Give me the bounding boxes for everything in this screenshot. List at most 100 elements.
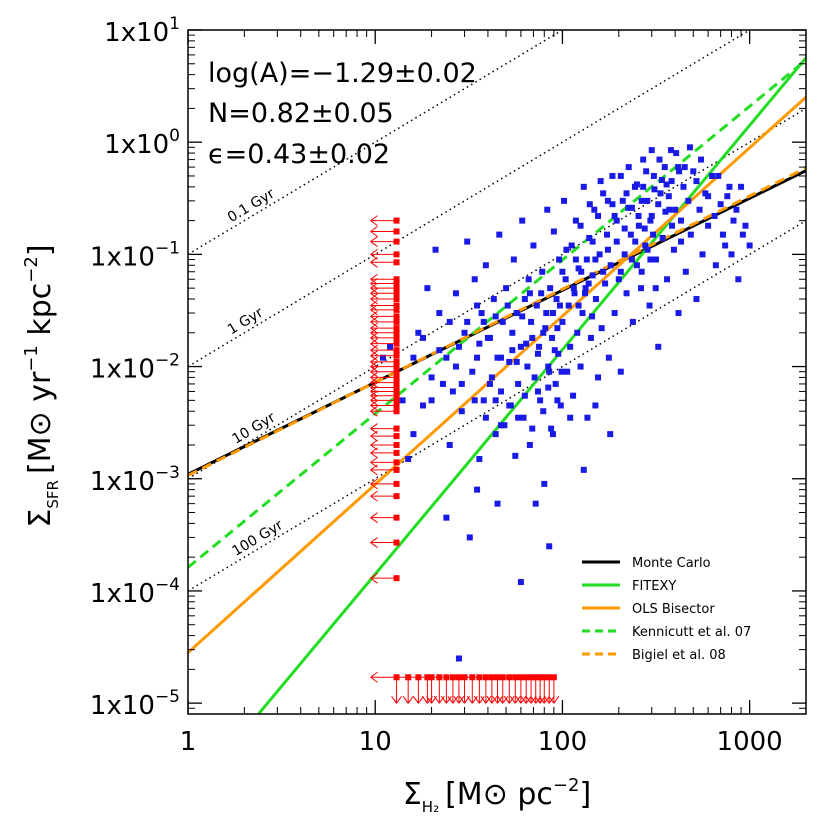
y-tick-label: 1x10−4 xyxy=(90,575,180,609)
down-arrow-limit xyxy=(548,677,560,704)
down-arrow-limit xyxy=(515,677,527,704)
data-point xyxy=(633,181,640,188)
data-point xyxy=(675,164,682,171)
data-point xyxy=(544,206,551,213)
data-point xyxy=(615,276,622,283)
data-point xyxy=(656,156,663,163)
left-arrow-limit xyxy=(370,278,397,289)
data-point xyxy=(540,329,547,336)
fit-lines xyxy=(188,56,806,714)
fit-line xyxy=(188,58,806,569)
left-arrow-limit xyxy=(370,273,397,285)
data-point xyxy=(600,268,607,275)
left-arrow-limit xyxy=(370,332,397,344)
data-point xyxy=(415,329,422,336)
data-point xyxy=(625,164,632,171)
y-tick-label: 1x10−5 xyxy=(90,687,180,721)
data-point xyxy=(673,150,680,157)
data-point xyxy=(452,363,459,370)
down-arrow-limit xyxy=(530,677,542,704)
data-point xyxy=(705,193,712,200)
down-arrow-limit xyxy=(421,677,433,704)
left-arrow-limit xyxy=(370,405,397,417)
data-point xyxy=(735,276,742,283)
data-point xyxy=(619,197,626,204)
data-point xyxy=(520,414,527,421)
data-point xyxy=(635,212,642,219)
down-arrow-limit xyxy=(426,677,437,704)
data-point xyxy=(521,296,528,303)
data-point xyxy=(424,285,431,292)
left-arrow-limit xyxy=(370,490,397,502)
data-point xyxy=(486,334,493,341)
annotation-epsilon: ϵ=0.43±0.02 xyxy=(208,139,390,170)
data-point xyxy=(528,318,535,325)
data-point xyxy=(648,212,655,219)
data-point xyxy=(726,183,733,190)
down-arrow-limit xyxy=(503,677,515,704)
data-point xyxy=(643,168,650,175)
data-point xyxy=(655,343,662,350)
data-point xyxy=(474,302,481,309)
data-point xyxy=(680,183,687,190)
data-point xyxy=(537,397,544,404)
data-point xyxy=(739,231,746,238)
x-tick-label: 1 xyxy=(180,727,197,757)
x-tick-label: 1000 xyxy=(717,727,783,757)
data-point xyxy=(557,402,564,409)
down-arrow-limit xyxy=(480,677,492,704)
down-arrow-limit xyxy=(473,677,485,704)
data-point xyxy=(420,402,427,409)
data-point xyxy=(647,256,654,263)
left-arrow-limit xyxy=(370,293,397,305)
left-arrow-limit xyxy=(370,215,397,227)
data-point xyxy=(572,217,579,224)
down-arrow-limit xyxy=(433,677,445,704)
data-point xyxy=(640,156,647,163)
down-arrow-limit xyxy=(543,677,555,704)
data-point xyxy=(602,280,609,287)
depletion-label: 100 Gyr xyxy=(230,517,287,560)
data-point xyxy=(617,268,624,275)
data-point xyxy=(570,285,577,292)
data-point xyxy=(564,368,571,375)
data-point xyxy=(693,296,700,303)
data-point xyxy=(480,318,487,325)
data-point xyxy=(455,343,462,350)
data-point xyxy=(583,256,590,263)
data-point xyxy=(580,466,587,473)
data-point xyxy=(611,310,618,317)
data-point xyxy=(696,206,703,213)
data-point xyxy=(474,354,481,361)
left-arrow-limit xyxy=(370,430,397,442)
data-point xyxy=(490,296,497,303)
data-point xyxy=(458,408,465,415)
upper-limits xyxy=(370,215,560,704)
data-point xyxy=(648,147,655,154)
data-point xyxy=(595,374,602,381)
data-point xyxy=(548,425,555,432)
data-point xyxy=(621,225,628,232)
data-point xyxy=(670,246,677,253)
data-point xyxy=(532,500,539,507)
y-tick-label: 1x10−3 xyxy=(90,463,180,497)
data-point xyxy=(559,318,566,325)
data-point xyxy=(572,256,579,263)
data-point xyxy=(604,246,611,253)
data-point xyxy=(655,201,662,208)
data-point xyxy=(577,222,584,229)
data-point xyxy=(466,534,473,541)
data-point xyxy=(503,285,510,292)
y-tick-label: 1x100 xyxy=(104,126,180,160)
data-point xyxy=(529,425,536,432)
data-point xyxy=(476,340,483,347)
data-point xyxy=(379,354,386,361)
data-point xyxy=(482,262,489,269)
data-point xyxy=(738,183,745,190)
depletion-line xyxy=(188,30,564,256)
left-arrow-limit xyxy=(370,350,397,362)
left-arrow-limit xyxy=(370,456,397,468)
data-point xyxy=(526,290,533,297)
data-point xyxy=(658,177,665,184)
data-point xyxy=(525,276,532,283)
